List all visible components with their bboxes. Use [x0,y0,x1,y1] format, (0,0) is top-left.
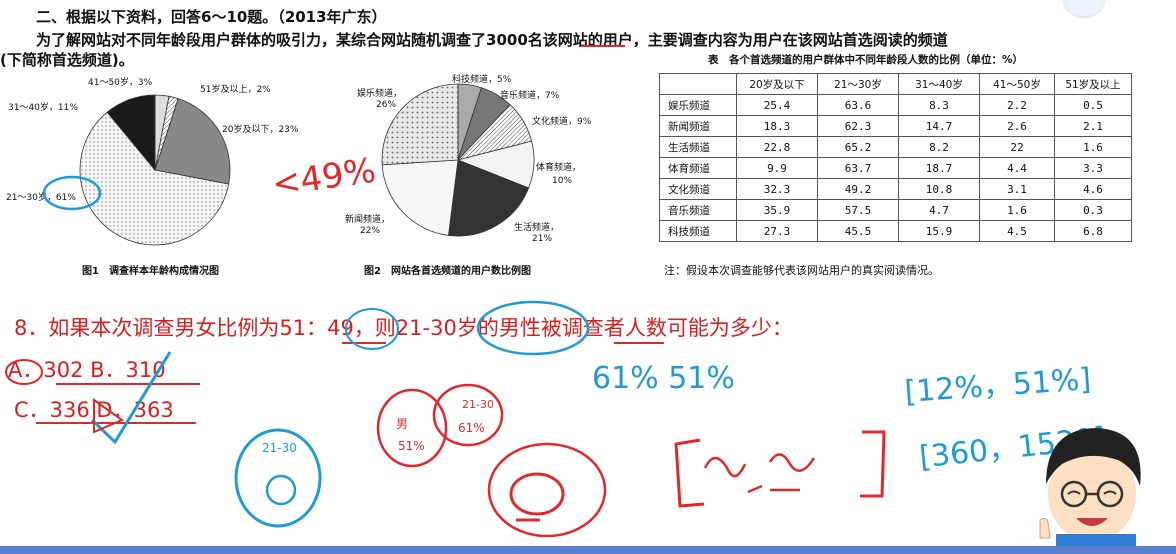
pie2-label-sport-pct: 10% [552,176,573,186]
venn-left-circle [376,388,448,468]
table-row: 体育频道 9.9 63.7 18.7 4.4 3.3 [659,157,1132,179]
pie2-label-news-pct: 22% [360,226,381,236]
blue-small-circle [265,474,297,506]
pie1-label-21-30: 21～30岁，61% [6,193,76,203]
pie1-slice-31-40 [106,94,156,172]
table-row: 娱乐频道 25.4 63.6 8.3 2.2 0.5 [659,94,1132,116]
table-cell: 1.6 [979,199,1055,221]
table-row: 音乐频道 35.9 57.5 4.7 1.6 0.3 [659,199,1132,221]
pie2-label-music: 音乐频道，7% [500,91,560,101]
section-heading: 二、根据以下资料，回答6～10题。（2013年广东） [36,8,387,26]
avatar [1039,428,1141,554]
pie1-slice-20-under [154,98,231,185]
circle-option-a [5,359,43,385]
venn-left-top: 男 [396,417,408,431]
table-note: 注：假设本次调查能够代表该网站用户的真实阅读情况。 [664,264,939,277]
age-pie-chart [79,83,535,246]
target-inner-circle [509,472,565,516]
table-cell: 4.5 [979,220,1055,242]
checkmark-icon [90,351,172,445]
pie2-slice-news [381,159,459,236]
venn-right-circle [432,383,504,447]
table-cell: 娱乐频道 [659,94,737,116]
table-cell: 35.9 [736,199,818,221]
intro-text-line-end: (下简称首选频道)。 [0,51,134,69]
intro-text-line: 为了解网站对不同年龄段用户群体的吸引力，某综合网站随机调查了3000名该网站的用… [36,31,948,49]
pie1-label-51plus: 51岁及以上，2% [200,85,271,95]
venn-left-bottom: 51% [398,439,425,453]
fig2-caption: 图2 网站各首选频道的用户数比例图 [364,266,531,277]
table-cell: 4.6 [1054,178,1132,200]
bracket-left [674,438,705,508]
annotation-blue-pct: 61% 51% [592,361,735,396]
circle-51 [345,308,399,350]
venn-right-top: 21-30 [462,398,494,411]
venn-right-bottom: 61% [458,421,485,435]
question-text: 8．如果本次调查男女比例为51：49，则21-30岁的男性被调查者人数可能为多少… [14,316,793,340]
circle-21-30 [476,300,590,356]
pie2-label-life: 生活频道， [514,223,560,233]
bracket-right [860,430,886,498]
data-table: 20岁及以下 21～30岁 31～40岁 41～50岁 51岁及以上 娱乐频道 2… [659,73,1132,242]
fig1-caption: 图1 调查样本年龄构成情况图 [82,266,219,277]
collapse-button[interactable] [1064,0,1104,16]
pie2-label-ent: 娱乐频道， [357,89,403,99]
pie2-label-tech: 科技频道，5% [452,75,512,85]
table-cell: 新闻频道 [659,115,737,137]
pie2-label-sport: 体育频道， [536,163,582,173]
table-header-cell: 20岁及以下 [736,73,818,95]
pie2-slice-ent [381,83,459,166]
pie2-slice-life [448,159,530,237]
pie2-label-news: 新闻频道， [345,215,391,225]
table-cell: 27.3 [736,220,818,242]
annotation-red-pct: <49% [270,151,379,205]
table-cell: 0.5 [1054,94,1132,116]
bottom-bar [0,546,1176,554]
table-header-row: 20岁及以下 21～30岁 31～40岁 41～50岁 51岁及以上 [659,73,1132,95]
pie1-label-31-40: 31～40岁，11% [8,103,78,113]
table-cell: 18.7 [898,157,980,179]
circle-61pct [42,175,102,211]
blue-circle-label: 21-30 [262,441,297,455]
scribble-marks [703,453,816,494]
table-row: 科技频道 27.3 45.5 15.9 4.5 6.8 [659,220,1132,242]
table-cell: 科技频道 [659,220,737,242]
table-cell: 6.8 [1054,220,1132,242]
table-cell: 10.8 [898,178,980,200]
pie2-label-ent-pct: 26% [376,100,397,110]
blue-big-circle [234,428,322,528]
table-cell: 62.3 [817,115,899,137]
table-title: 表 各个首选频道的用户群体中不同年龄段人数的比例（单位：%） [708,54,1024,66]
table-cell: 45.5 [817,220,899,242]
pie2-label-life-pct: 21% [532,234,553,244]
pie1-slice-21-30 [79,111,230,246]
table-cell: 15.9 [898,220,980,242]
pie1-label-20-under: 20岁及以下，23% [222,125,299,135]
pie2-label-culture: 文化频道，9% [532,117,592,127]
pie1-label-41-50: 41～50岁，3% [88,78,153,88]
target-outer-circle [487,442,607,538]
annotation-range-pct: [12%，51%] [903,362,1092,410]
triangle-mark [93,398,125,434]
table-row: 文化频道 32.3 49.2 10.8 3.1 4.6 [659,178,1132,200]
